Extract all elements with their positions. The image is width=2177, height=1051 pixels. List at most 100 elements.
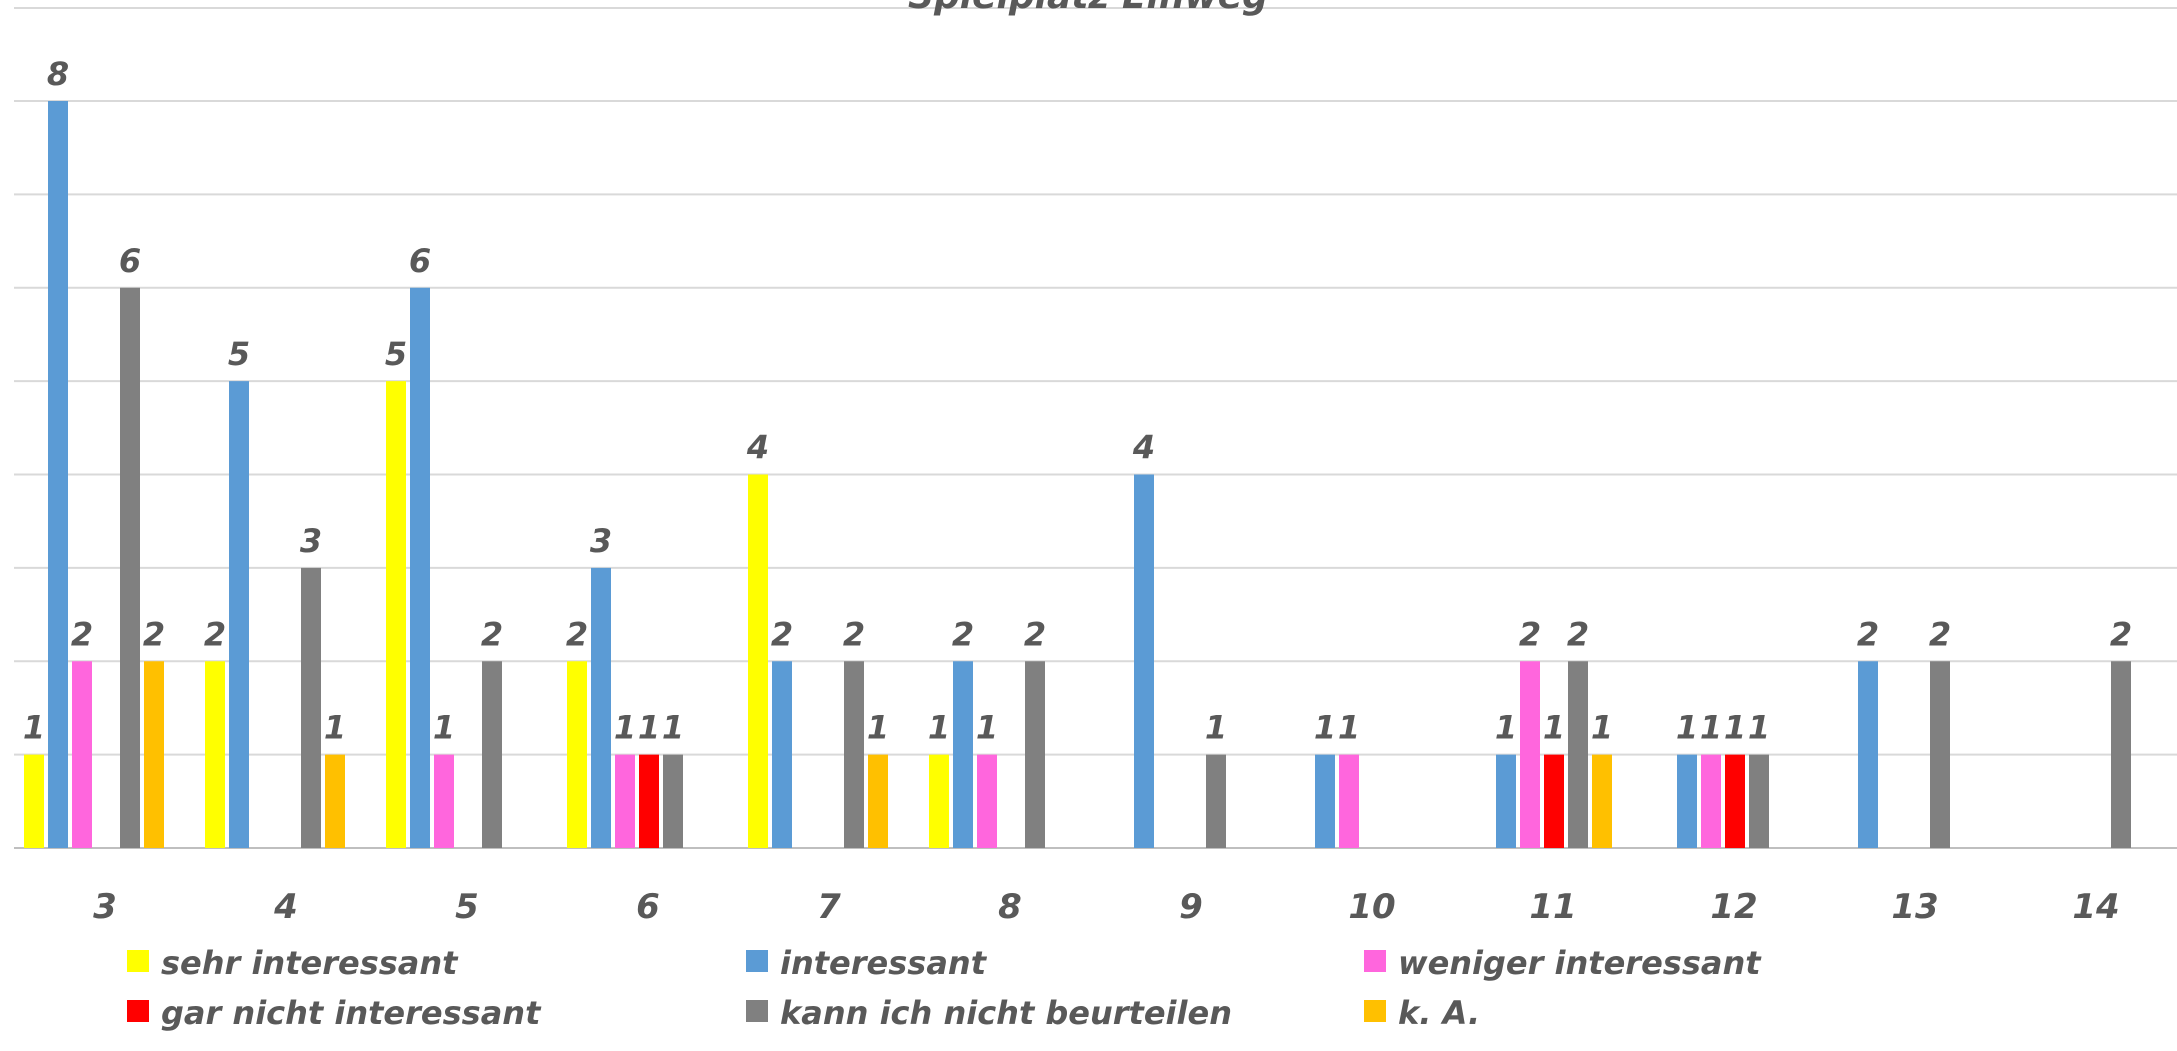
chart-title: Spielplatz Einweg — [908, 0, 1268, 17]
bar — [386, 381, 406, 848]
x-tick-label: 10 — [1348, 887, 1395, 927]
bar — [1701, 754, 1721, 848]
bar — [48, 101, 68, 848]
bar — [1134, 474, 1154, 848]
legend-swatch — [127, 1000, 149, 1022]
x-tick-label: 7 — [817, 887, 841, 927]
data-label: 3 — [590, 522, 612, 560]
legend-swatch — [127, 950, 149, 972]
data-label: 1 — [662, 709, 684, 747]
x-tick-label: 4 — [273, 887, 298, 927]
bar — [1025, 661, 1045, 848]
data-label: 2 — [1519, 615, 1541, 653]
bar — [1206, 754, 1226, 848]
data-label: 2 — [2110, 615, 2132, 653]
bar — [1930, 661, 1950, 848]
bar — [772, 661, 792, 848]
data-label: 2 — [1567, 615, 1589, 653]
legend-label: sehr interessant — [161, 944, 459, 982]
data-label: 2 — [143, 615, 165, 653]
data-label: 1 — [614, 709, 636, 747]
bar — [1725, 754, 1745, 848]
data-label: 1 — [1495, 709, 1517, 747]
bar — [1749, 754, 1769, 848]
x-tick-label: 6 — [636, 887, 660, 927]
legend-label: interessant — [780, 944, 988, 982]
bar — [301, 567, 321, 848]
data-label: 1 — [928, 709, 950, 747]
bar — [1520, 661, 1540, 848]
data-label: 6 — [119, 242, 141, 280]
data-label: 2 — [1857, 615, 1879, 653]
legend-label: kann ich nicht beurteilen — [780, 994, 1232, 1032]
data-label: 2 — [843, 615, 865, 653]
bar — [748, 474, 768, 848]
data-label: 8 — [47, 55, 69, 93]
data-label: 1 — [1338, 709, 1360, 747]
bar — [410, 287, 430, 848]
data-label: 1 — [976, 709, 998, 747]
bar — [325, 754, 345, 848]
bar — [120, 287, 140, 848]
bar — [1858, 661, 1878, 848]
bar — [205, 661, 225, 848]
data-label: 1 — [1205, 709, 1227, 747]
bar — [2111, 661, 2131, 848]
data-label: 1 — [1700, 709, 1722, 747]
data-label: 1 — [433, 709, 455, 747]
legend-swatch — [1364, 1000, 1386, 1022]
data-label: 1 — [638, 709, 660, 747]
x-tick-label: 13 — [1891, 887, 1938, 927]
legend: sehr interessant interessant weniger inter… — [127, 944, 1762, 1032]
data-label: 2 — [771, 615, 793, 653]
x-tick-label: 14 — [2072, 887, 2119, 927]
data-label: 1 — [1543, 709, 1565, 747]
legend-label: weniger interessant — [1398, 944, 1762, 982]
bars — [24, 101, 2131, 848]
data-label: 1 — [1676, 709, 1698, 747]
bar — [639, 754, 659, 848]
bar — [868, 754, 888, 848]
data-label: 1 — [867, 709, 889, 747]
data-label: 2 — [1929, 615, 1951, 653]
x-axis-ticks: 3 4 5 6 7 8 9 10 11 12 13 14 — [93, 887, 2120, 927]
data-label: 1 — [324, 709, 346, 747]
bar — [434, 754, 454, 848]
bar — [482, 661, 502, 848]
x-tick-label: 3 — [93, 887, 117, 927]
data-label: 6 — [409, 242, 431, 280]
data-label: 5 — [385, 335, 407, 373]
bar — [953, 661, 973, 848]
x-tick-label: 5 — [455, 887, 479, 927]
x-tick-label: 8 — [998, 887, 1022, 927]
data-label: 2 — [204, 615, 226, 653]
data-label: 2 — [1024, 615, 1046, 653]
x-tick-label: 9 — [1179, 887, 1203, 927]
data-label: 4 — [746, 429, 769, 467]
bar — [615, 754, 635, 848]
bar — [663, 754, 683, 848]
data-label: 1 — [23, 709, 45, 747]
legend-label: gar nicht interessant — [161, 994, 542, 1032]
bar — [1496, 754, 1516, 848]
legend-swatch — [746, 1000, 768, 1022]
bar — [24, 754, 44, 848]
bar — [929, 754, 949, 848]
data-label: 2 — [481, 615, 503, 653]
gridlines — [14, 7, 2177, 849]
data-label: 1 — [1314, 709, 1336, 747]
data-label: 1 — [1748, 709, 1770, 747]
legend-swatch — [1364, 950, 1386, 972]
data-label: 3 — [300, 522, 322, 560]
data-label: 2 — [71, 615, 93, 653]
x-tick-label: 12 — [1710, 887, 1757, 927]
bar — [567, 661, 587, 848]
data-label: 1 — [1591, 709, 1613, 747]
bar — [144, 661, 164, 848]
bar — [1677, 754, 1697, 848]
data-label: 4 — [1132, 429, 1155, 467]
bar — [1544, 754, 1564, 848]
